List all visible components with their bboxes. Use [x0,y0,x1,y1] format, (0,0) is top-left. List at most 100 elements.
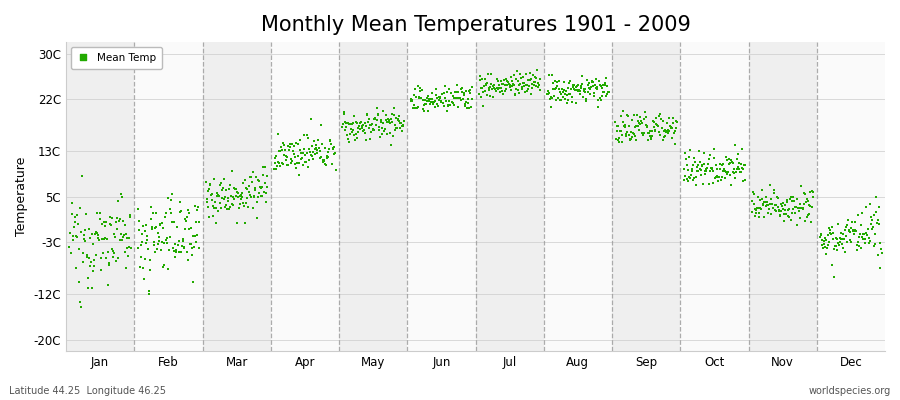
Point [328,144,342,150]
Point [222,186,237,192]
Point [106,254,121,260]
Point [559,100,573,106]
Point [84,235,98,241]
Point [732,166,746,172]
Point [232,200,247,207]
Point [151,238,166,245]
Point [326,145,340,152]
Point [366,127,381,133]
Point [215,194,230,201]
Point [505,83,519,90]
Point [289,165,303,172]
Point [724,158,739,165]
Point [768,202,782,208]
Point [806,189,820,196]
Point [447,101,462,108]
Point [706,180,720,186]
Bar [202,42,271,351]
Point [149,224,164,230]
Point [507,72,521,78]
Point [703,168,717,174]
Point [841,238,855,245]
Point [78,238,93,244]
Point [821,232,835,238]
Point [550,79,564,86]
Point [307,138,321,144]
Point [698,168,713,174]
Point [830,236,844,242]
Point [567,86,581,92]
Point [177,216,192,222]
Point [444,102,458,108]
Point [677,177,691,183]
Point [512,90,526,96]
Point [313,154,328,160]
Point [794,205,808,212]
Point [405,98,419,104]
Point [722,156,736,163]
Point [319,162,333,168]
Point [408,105,422,111]
Point [352,122,366,129]
Point [857,231,871,237]
Point [82,226,96,232]
Point [406,92,420,98]
Point [241,204,256,210]
Point [132,218,147,224]
Bar [817,42,885,351]
Point [592,82,607,88]
Point [479,81,493,87]
Point [669,125,683,131]
Point [452,94,466,101]
Point [854,234,868,240]
Point [804,218,818,225]
Point [679,173,693,179]
Point [417,108,431,114]
Point [201,188,215,194]
Point [280,162,294,168]
Bar [475,42,544,351]
Point [225,201,239,208]
Point [681,167,696,174]
Point [97,236,112,242]
Point [820,245,834,252]
Point [436,100,450,106]
Point [792,207,806,214]
Point [555,89,570,95]
Point [199,179,213,185]
Point [220,198,235,204]
Point [388,122,402,128]
Point [387,104,401,111]
Point [485,94,500,100]
Point [335,124,349,131]
Point [374,119,388,126]
Point [89,252,104,258]
Point [479,82,493,88]
Point [180,249,194,256]
Point [338,126,352,133]
Point [578,89,592,96]
Point [205,190,220,197]
Point [551,95,565,101]
Point [838,248,852,255]
Point [302,149,317,156]
Point [694,171,708,178]
Point [554,97,568,103]
Point [689,182,704,189]
Point [582,85,597,91]
Point [364,129,378,136]
Point [478,88,492,94]
Point [429,86,444,92]
Point [865,225,879,232]
Point [560,92,574,98]
Point [446,100,460,106]
Point [371,110,385,117]
Point [145,224,159,230]
Point [161,194,176,201]
Point [293,150,308,156]
Point [705,165,719,172]
Point [780,212,795,219]
Point [276,152,291,158]
Point [278,147,293,153]
Point [494,80,508,87]
